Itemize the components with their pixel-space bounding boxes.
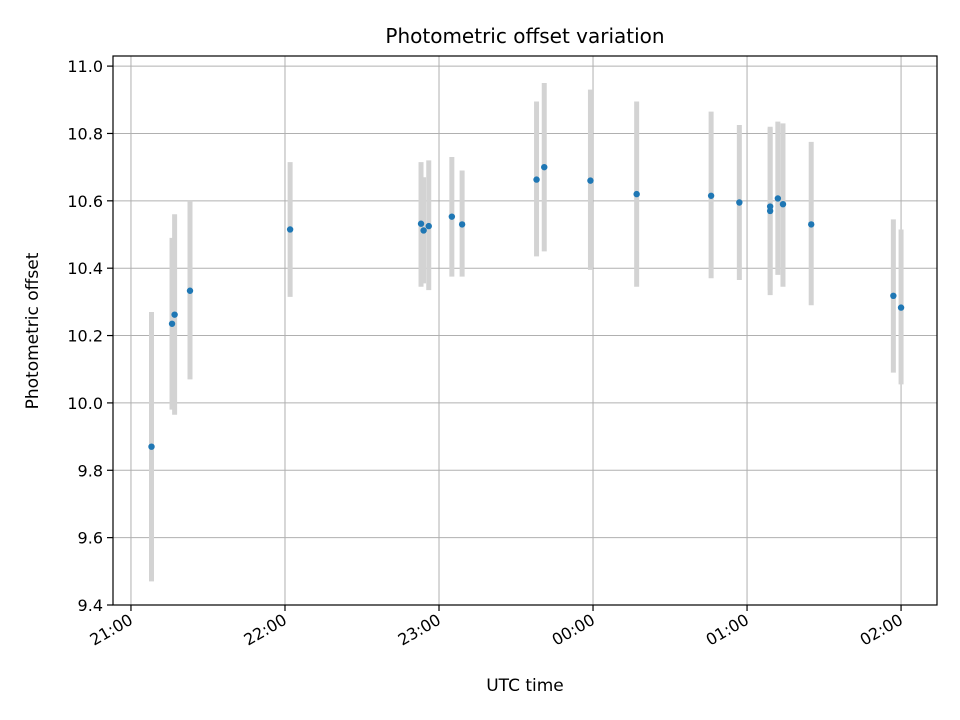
data-point <box>286 226 294 233</box>
data-point <box>458 221 466 228</box>
data-point <box>897 304 905 311</box>
data-point <box>448 213 456 220</box>
data-point <box>766 203 774 210</box>
data-point <box>633 190 640 198</box>
y-tick-label: 10.4 <box>67 259 103 278</box>
data-point <box>171 311 178 318</box>
data-point <box>736 199 743 206</box>
data-point <box>774 195 782 202</box>
x-axis-title: UTC time <box>486 676 564 696</box>
y-tick-label: 11.0 <box>67 57 103 76</box>
y-axis-title: Photometric offset <box>23 252 43 409</box>
data-point <box>808 221 815 228</box>
y-tick-label: 9.6 <box>78 529 103 548</box>
data-point <box>533 176 540 183</box>
data-point <box>779 200 787 208</box>
data-point <box>425 222 432 230</box>
chart-title: Photometric offset variation <box>385 24 664 48</box>
y-tick-label: 10.8 <box>67 124 103 143</box>
data-point <box>420 227 427 234</box>
data-point <box>890 292 897 300</box>
y-tick-label: 10.6 <box>67 192 103 211</box>
y-tick-label: 9.8 <box>78 461 103 480</box>
data-point <box>168 320 176 327</box>
y-tick-label: 10.0 <box>67 394 103 413</box>
y-tick-label: 10.2 <box>67 327 103 346</box>
data-point <box>148 443 155 450</box>
point-layer <box>148 163 905 450</box>
data-point <box>587 177 594 184</box>
plot-frame <box>112 55 938 606</box>
data-point <box>707 192 715 199</box>
data-point <box>766 207 774 215</box>
data-point <box>186 287 194 294</box>
y-tick-label: 9.4 <box>78 596 103 615</box>
data-point <box>541 163 548 171</box>
data-point <box>417 220 425 227</box>
